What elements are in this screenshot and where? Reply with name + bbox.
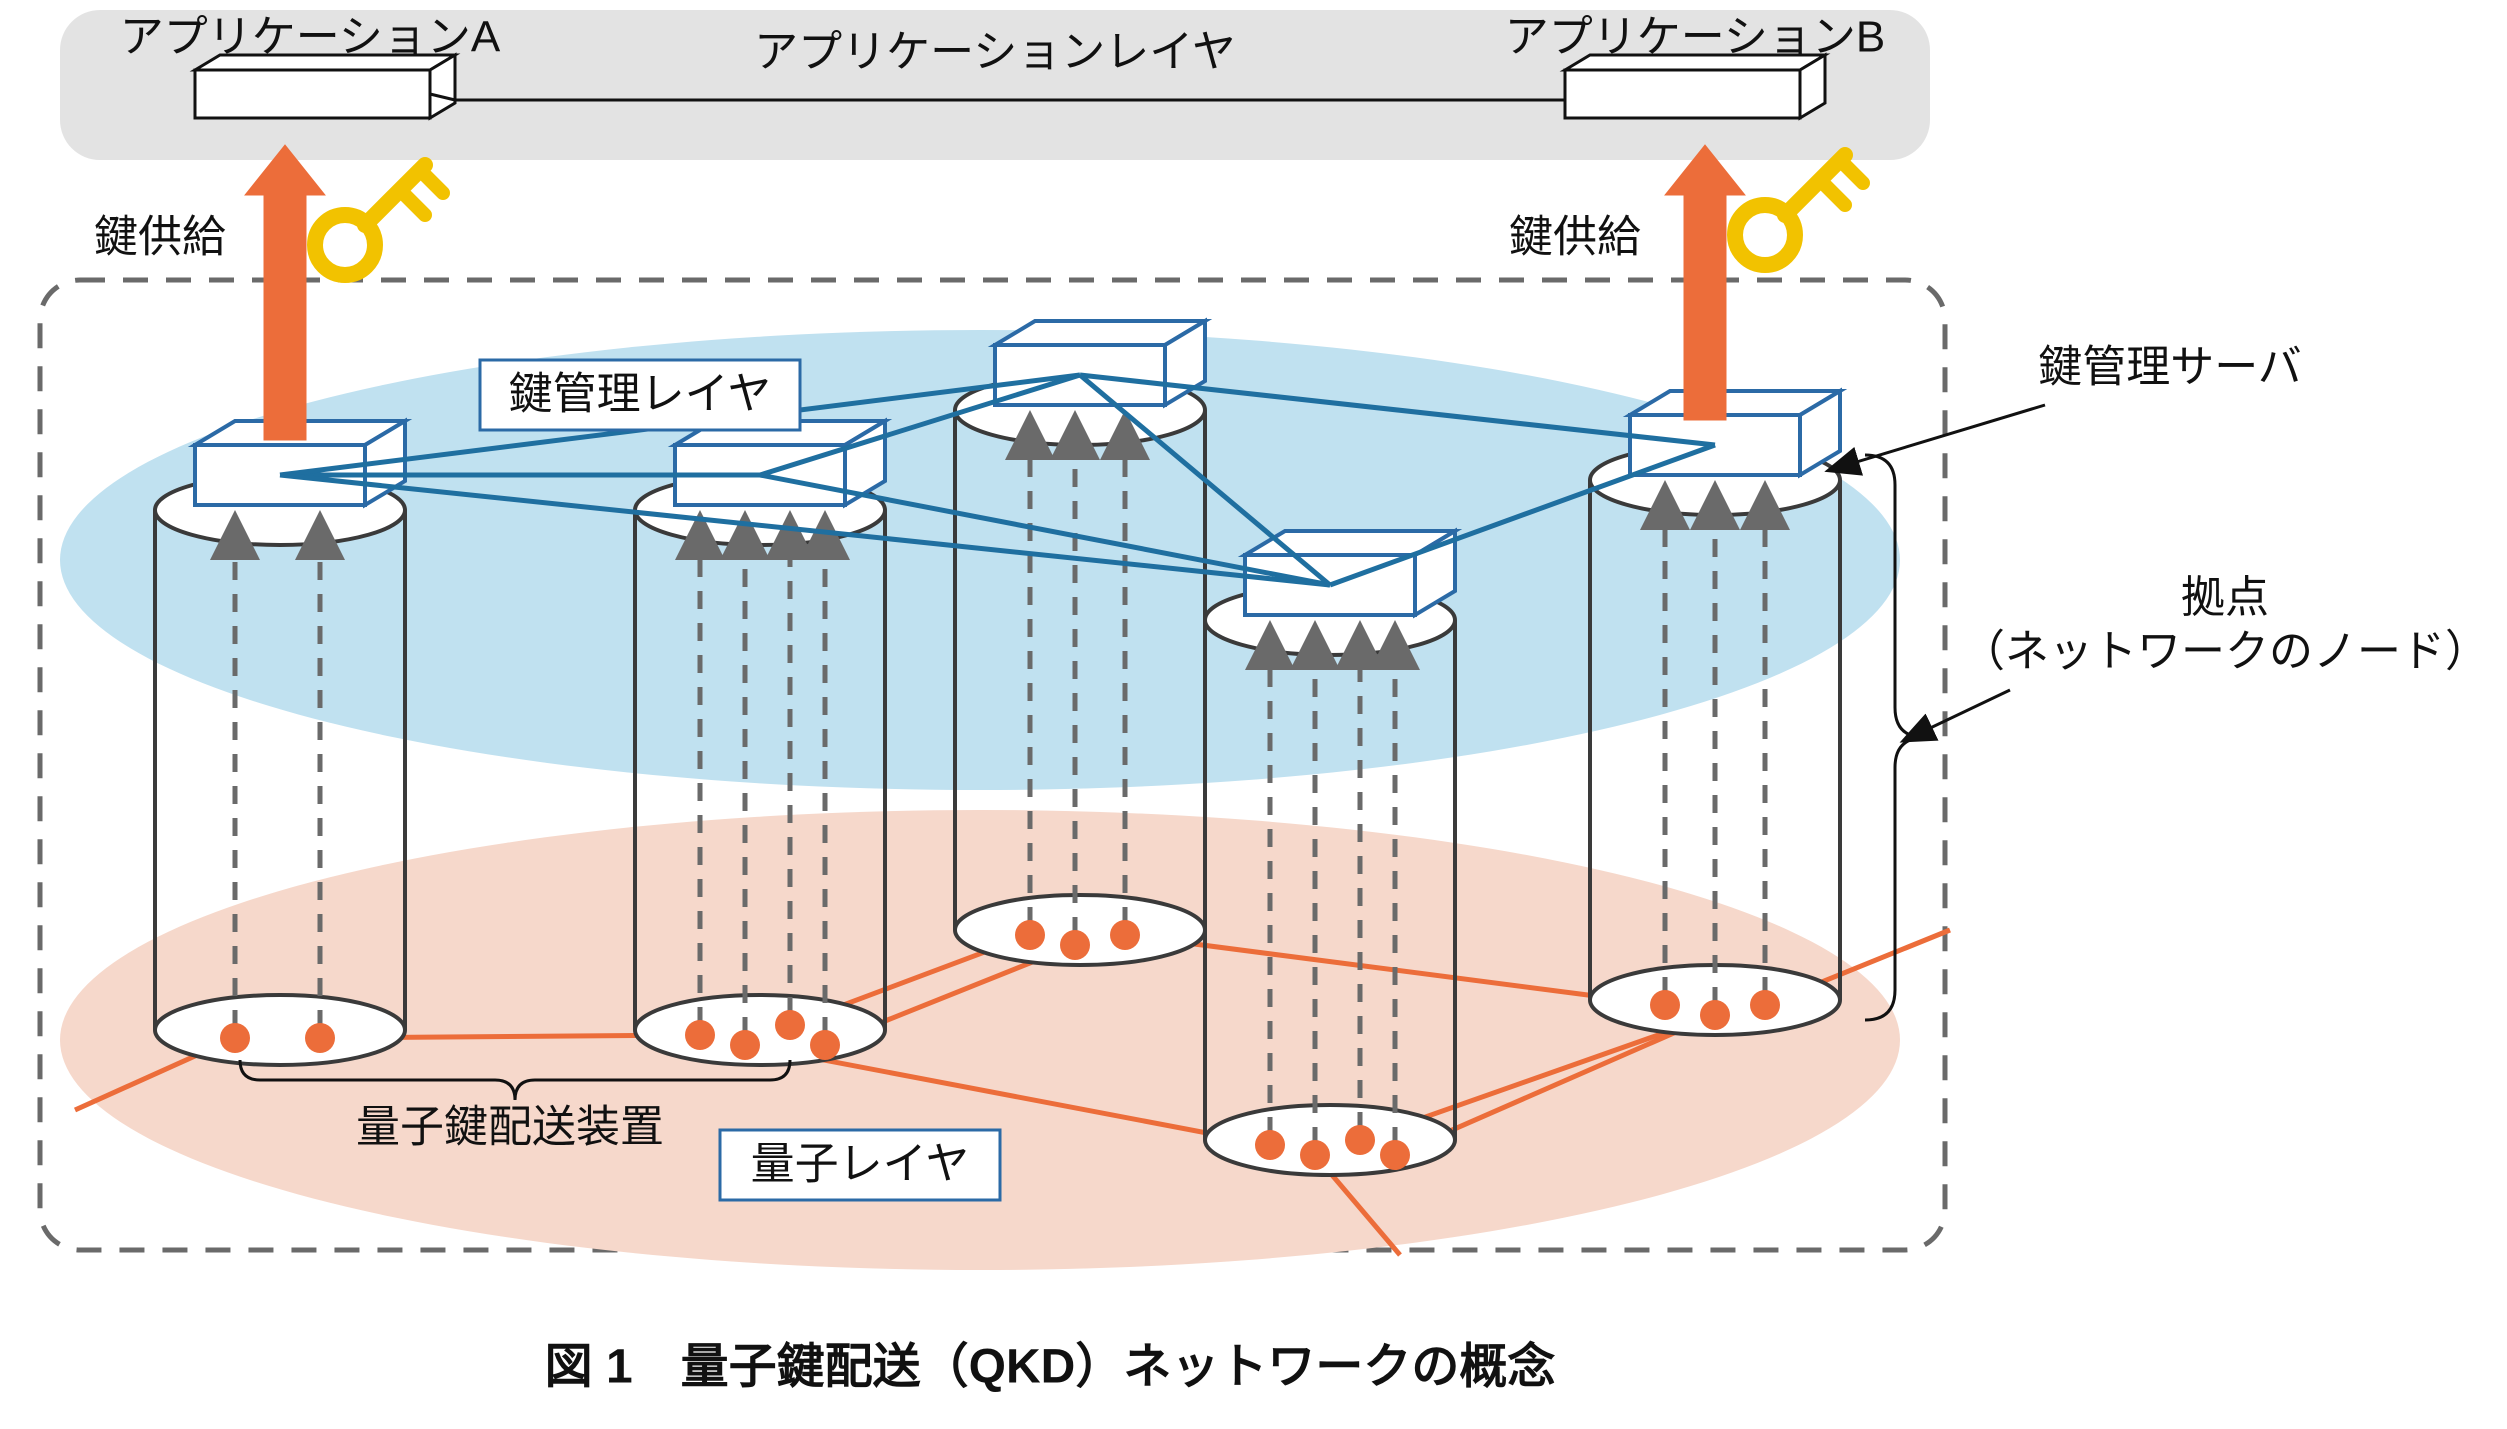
app-a-label: アプリケーションA (120, 13, 501, 62)
callout-key-server: 鍵管理サーバ (2038, 343, 2302, 392)
qkd-device-dot (305, 1023, 335, 1053)
node-n5 (1590, 391, 1840, 1035)
figure-caption: 図 1 量子鍵配送（QKD）ネットワークの概念 (545, 1340, 1556, 1394)
qkd-device-dot (810, 1030, 840, 1060)
qkd-device-dot (1750, 990, 1780, 1020)
qkd-device-dot (1345, 1125, 1375, 1155)
node-n1 (155, 421, 405, 1065)
qkd-device-dot (1700, 1000, 1730, 1030)
app-b-box (1565, 55, 1825, 118)
qkd-device-dot (1255, 1130, 1285, 1160)
qkd-device-dot (1650, 990, 1680, 1020)
qkd-device-dot (1300, 1140, 1330, 1170)
qkd-device-dot (1060, 930, 1090, 960)
qkd-device-dot (1380, 1140, 1410, 1170)
key-icon (315, 165, 443, 275)
callout-site: 拠点（ネットワークのノード） (1961, 573, 2489, 676)
qkd-device-dot (730, 1030, 760, 1060)
qkd-device-dot (685, 1020, 715, 1050)
key-supply-label: 鍵供給 (94, 213, 226, 262)
qkd-device-dot (1110, 920, 1140, 950)
qkd-device-dot (775, 1010, 805, 1040)
callout-arrow (1830, 405, 2045, 470)
key-supply-label: 鍵供給 (1509, 213, 1641, 262)
app-layer-label: アプリケーションレイヤ (754, 28, 1236, 77)
callout-qkd-device: 量子鍵配送装置 (356, 1103, 664, 1152)
key-icon (1735, 155, 1863, 265)
app-b-label: アプリケーションB (1505, 13, 1885, 62)
node-n3 (955, 321, 1205, 965)
key-layer-label: 鍵管理レイヤ (509, 370, 772, 419)
application-layer: アプリケーションA アプリケーションB アプリケーションレイヤ (60, 10, 1930, 160)
quantum-layer-label: 量子レイヤ (751, 1140, 970, 1189)
qkd-device-dot (220, 1023, 250, 1053)
callout-arrow (1905, 690, 2010, 740)
app-a-box (195, 55, 455, 118)
qkd-device-dot (1015, 920, 1045, 950)
node-n4 (1205, 531, 1455, 1175)
